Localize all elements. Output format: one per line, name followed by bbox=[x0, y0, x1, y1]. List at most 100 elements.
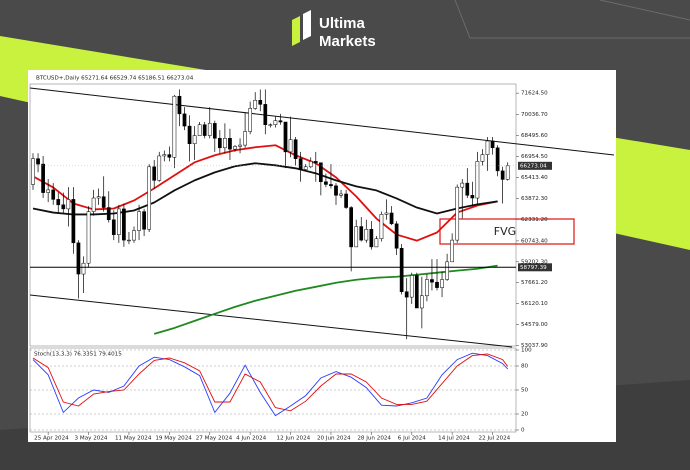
y-tick-label: 63872.30 bbox=[521, 196, 548, 202]
candle-body bbox=[117, 208, 121, 235]
candle-body bbox=[76, 242, 81, 275]
candle-body bbox=[273, 120, 278, 125]
candle-body bbox=[308, 161, 313, 168]
candle-body bbox=[298, 158, 303, 170]
candle-body bbox=[359, 226, 364, 241]
candle-body bbox=[313, 161, 318, 163]
candle-body bbox=[41, 163, 45, 193]
candle-body bbox=[293, 139, 298, 159]
x-tick-label: 4 Jun 2024 bbox=[236, 436, 267, 442]
candle-body bbox=[329, 184, 333, 187]
candle-body bbox=[61, 204, 66, 210]
candle-body bbox=[450, 239, 454, 263]
candle-body bbox=[182, 113, 187, 127]
x-tick-label: 6 Jul 2024 bbox=[398, 436, 427, 442]
candle-body bbox=[122, 208, 126, 241]
candle-body bbox=[475, 161, 480, 199]
candle-body bbox=[430, 279, 434, 283]
candle-body bbox=[91, 197, 96, 212]
candle-body bbox=[399, 248, 404, 292]
candle-body bbox=[505, 165, 510, 180]
candle-body bbox=[258, 100, 263, 105]
candle-body bbox=[157, 155, 162, 181]
fvg-box bbox=[439, 218, 575, 245]
candle-body bbox=[268, 124, 273, 126]
candle-body bbox=[425, 279, 429, 297]
candle-body bbox=[283, 121, 288, 153]
candle-body bbox=[106, 207, 111, 221]
x-tick-label: 11 May 2024 bbox=[115, 436, 152, 442]
candle-body bbox=[409, 275, 414, 298]
candle-body bbox=[172, 95, 177, 158]
y-tick-label: 53037.90 bbox=[521, 343, 548, 349]
x-tick-label: 14 Jul 2024 bbox=[438, 436, 470, 442]
candle-body bbox=[248, 108, 253, 132]
candle-body bbox=[354, 226, 359, 248]
y-tick-label: 20 bbox=[521, 412, 529, 418]
candle-body bbox=[384, 212, 389, 215]
candle-body bbox=[187, 125, 192, 144]
candle-body bbox=[212, 123, 217, 139]
candle-body bbox=[71, 199, 76, 244]
candle-body bbox=[177, 95, 182, 115]
candle-body bbox=[379, 214, 384, 240]
stoch-title: Stoch(13,3,3) 76.3351 79.4015 bbox=[34, 352, 122, 358]
candle-body bbox=[56, 199, 61, 206]
candle-body bbox=[460, 182, 465, 188]
y-tick-label: 0 bbox=[521, 428, 525, 434]
x-tick-label: 25 Apr 2024 bbox=[34, 436, 69, 442]
candle-body bbox=[344, 193, 348, 208]
candle-body bbox=[319, 162, 323, 182]
candle-body bbox=[192, 135, 197, 144]
candle-body bbox=[364, 229, 369, 241]
candle-body bbox=[278, 120, 283, 123]
candle-body bbox=[31, 158, 35, 185]
candle-body bbox=[465, 182, 470, 196]
candle-body bbox=[147, 166, 152, 230]
price-tag-label: 58797.39 bbox=[520, 265, 547, 271]
candle-body bbox=[324, 181, 328, 185]
candle-body bbox=[218, 138, 222, 149]
candle-body bbox=[86, 211, 91, 264]
candle-body bbox=[374, 238, 379, 248]
candle-body bbox=[404, 291, 409, 298]
candle-body bbox=[455, 186, 460, 241]
logo-mark bbox=[303, 10, 311, 40]
y-tick-label: 66954.50 bbox=[521, 154, 548, 160]
candle-body bbox=[96, 196, 101, 199]
candle-body bbox=[263, 104, 268, 125]
y-tick-label: 62331.20 bbox=[521, 217, 548, 223]
candle-body bbox=[414, 275, 419, 309]
moving-average bbox=[153, 264, 498, 335]
stoch-line bbox=[32, 353, 509, 412]
logo-text: Ultima bbox=[319, 15, 366, 32]
annotation: FVG bbox=[494, 225, 516, 238]
candle-body bbox=[127, 239, 131, 242]
stoch-line bbox=[32, 352, 509, 417]
candle-body bbox=[445, 261, 449, 280]
candle-body bbox=[243, 131, 247, 146]
last-price-label: 66273.04 bbox=[520, 163, 547, 169]
x-tick-label: 3 May 2024 bbox=[75, 436, 108, 442]
x-tick-label: 12 Jun 2024 bbox=[277, 436, 311, 442]
main-plot-frame bbox=[29, 83, 517, 347]
candle-body bbox=[207, 123, 212, 136]
candle-body bbox=[490, 140, 495, 149]
y-tick-label: 56120.10 bbox=[521, 301, 548, 307]
candle-body bbox=[238, 144, 242, 147]
candle-body bbox=[369, 229, 374, 248]
chart-title: BTCUSD+,Daily 65271.64 66529.74 65186.51… bbox=[36, 76, 194, 82]
x-tick-label: 27 May 2024 bbox=[196, 436, 233, 442]
logo-mark bbox=[292, 16, 300, 46]
y-tick-label: 68495.60 bbox=[521, 133, 548, 139]
price-tag bbox=[518, 161, 552, 170]
candle-body bbox=[233, 146, 237, 150]
y-tick-label: 60743.40 bbox=[521, 238, 548, 244]
candle-body bbox=[500, 170, 505, 180]
candle-body bbox=[152, 166, 157, 181]
candle-body bbox=[81, 262, 86, 275]
price-tag bbox=[518, 263, 552, 272]
candle-body bbox=[334, 185, 338, 196]
candle-body bbox=[228, 138, 232, 150]
candle-body bbox=[36, 158, 40, 165]
